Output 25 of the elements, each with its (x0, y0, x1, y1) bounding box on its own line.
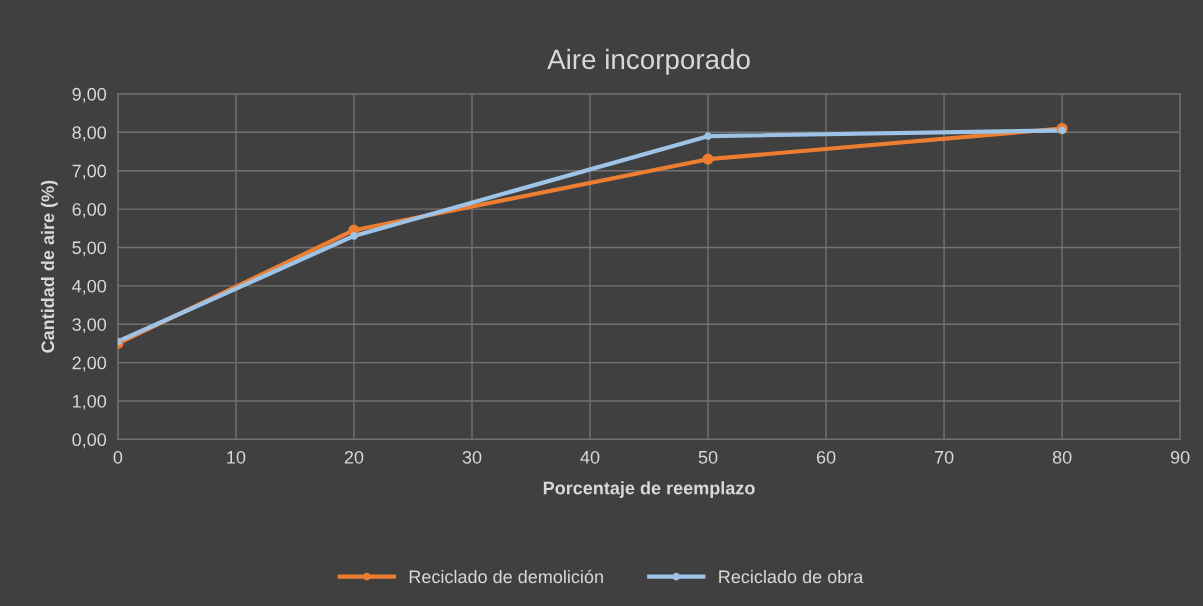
x-tick-label: 20 (344, 450, 364, 464)
y-tick-label: 4,00 (72, 279, 107, 295)
y-tick-label: 0,00 (72, 433, 107, 449)
x-tick-label: 50 (698, 450, 718, 464)
x-axis-title: Porcentaje de reemplazo (543, 481, 755, 499)
x-tick-label: 0 (113, 450, 123, 464)
x-tick-label: 70 (934, 450, 954, 464)
y-tick-label: 2,00 (72, 356, 107, 372)
x-tick-label: 30 (462, 450, 482, 464)
y-tick-label: 9,00 (72, 87, 107, 103)
x-tick-label: 80 (1052, 450, 1072, 464)
y-tick-label: 1,00 (73, 394, 107, 410)
x-tick-label: 90 (1170, 450, 1190, 464)
y-tick-label: 7,00 (72, 164, 107, 180)
legend-label: Reciclado de demolición (409, 569, 603, 584)
chart-title: Aire incorporado (547, 48, 750, 75)
x-tick-label: 60 (816, 450, 836, 464)
y-tick-label: 6,00 (72, 203, 107, 218)
x-tick-label: 40 (580, 450, 600, 464)
x-tick-label: 10 (227, 450, 246, 464)
y-tick-label: 8,00 (72, 126, 107, 142)
y-axis-title: Cantidad de aire (%) (40, 180, 58, 353)
y-tick-label: 5,00 (72, 241, 107, 257)
legend-label: Reciclado de obra (719, 569, 864, 584)
y-tick-label: 3,00 (72, 318, 107, 334)
